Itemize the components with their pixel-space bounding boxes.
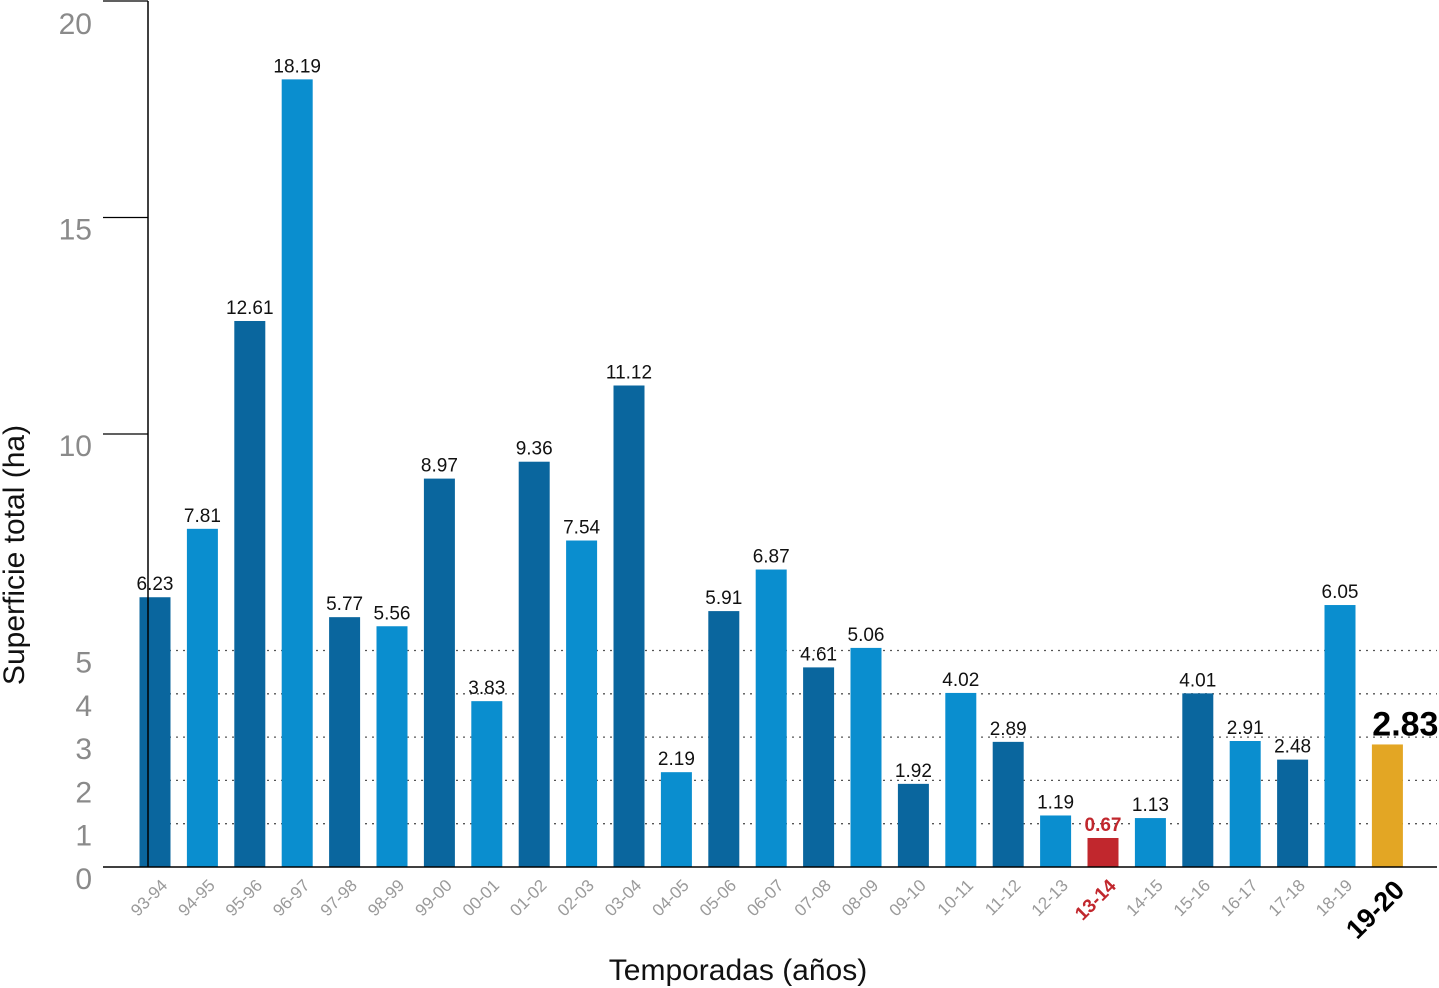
value-label: 4.61: [800, 644, 837, 665]
value-label: 7.54: [563, 518, 600, 539]
x-tick-label: 07-08: [791, 876, 835, 920]
y-tick-label: 2: [75, 776, 92, 809]
x-tick-label: 93-94: [127, 876, 171, 920]
x-tick-label: 97-98: [317, 876, 361, 920]
y-tick-label: 3: [75, 733, 92, 766]
value-label: 3.83: [468, 678, 505, 699]
value-label: 6.05: [1322, 582, 1359, 603]
value-labels: 6.23 7.81 12.61 18.19 5.77 5.56 8.97 3.83 9.36 7.…: [137, 56, 1439, 836]
y-axis-title: Superficie total (ha): [0, 425, 31, 685]
y-tick-label: 0: [75, 863, 92, 896]
reference-lines: [148, 649, 1437, 825]
bar: [1040, 815, 1072, 867]
x-tick-label: 00-01: [459, 876, 503, 920]
value-label: 6.23: [137, 574, 174, 595]
bar: [186, 528, 218, 867]
value-label: 2.89: [990, 719, 1027, 740]
value-label: 11.12: [606, 363, 652, 384]
value-label: 2.91: [1227, 718, 1264, 739]
y-tick-label: 5: [75, 647, 92, 680]
value-label: 2.83: [1372, 705, 1438, 743]
value-label: 9.36: [516, 439, 553, 460]
bar: [1087, 837, 1119, 867]
y-tick-label: 1: [75, 820, 92, 853]
bar: [850, 647, 882, 867]
y-tick-label: 20: [59, 8, 92, 41]
x-tick-label: 01-02: [506, 876, 550, 920]
bar: [708, 611, 740, 867]
x-tick-label: 98-99: [364, 876, 408, 920]
bar: [613, 385, 645, 867]
bar: [139, 597, 171, 867]
bar: [1134, 818, 1166, 867]
y-tick-label: 10: [59, 430, 92, 463]
bar: [566, 540, 598, 867]
x-tick-label: 02-03: [554, 876, 598, 920]
bar: [471, 701, 503, 867]
x-tick-label: 12-13: [1028, 876, 1072, 920]
value-label: 18.19: [273, 56, 321, 77]
value-label: 4.01: [1179, 670, 1216, 691]
value-label: 5.77: [326, 594, 363, 615]
bar: [1182, 693, 1214, 867]
x-tick-label: 11-12: [981, 876, 1024, 919]
x-tick-label: 10-11: [934, 876, 977, 919]
bar: [992, 741, 1024, 867]
bar: [945, 692, 977, 867]
bar: [234, 320, 266, 867]
value-label: 7.81: [184, 506, 221, 527]
bar: [1229, 740, 1261, 867]
bar: [755, 569, 787, 867]
bar: [518, 461, 550, 867]
x-tick-label: 94-95: [175, 876, 219, 920]
value-label: 5.56: [374, 603, 411, 624]
value-label: 2.19: [658, 749, 695, 770]
value-label: 1.19: [1037, 792, 1074, 813]
x-tick-label: 99-00: [412, 876, 456, 920]
x-tick-label: 15-16: [1170, 876, 1214, 920]
x-tick-label: 08-09: [838, 876, 882, 920]
value-label: 5.91: [705, 588, 742, 609]
y-tick-label: 15: [59, 214, 92, 247]
bar: [803, 667, 835, 867]
x-tick-label: 16-17: [1217, 876, 1261, 920]
bar: [897, 783, 929, 867]
x-tick-label: 06-07: [743, 876, 787, 920]
x-axis: 93-94 94-95 95-96 96-97 97-98 98-99 99-00 00-01…: [103, 866, 1437, 945]
bar: [1324, 605, 1356, 867]
bars: [139, 79, 1403, 868]
value-label: 8.97: [421, 456, 458, 477]
value-label: 6.87: [753, 547, 790, 568]
bar: [376, 626, 408, 867]
x-tick-label: 03-04: [601, 876, 645, 920]
y-tick-label: 4: [75, 690, 92, 723]
value-label: 0.67: [1085, 815, 1122, 836]
value-label: 4.02: [942, 670, 979, 691]
x-tick-label: 17-18: [1265, 876, 1309, 920]
x-tick-label: 14-15: [1123, 876, 1167, 920]
x-tick-label: 13-14: [1071, 875, 1121, 925]
value-label: 1.92: [895, 761, 932, 782]
bar: [423, 478, 455, 867]
bar: [1277, 759, 1309, 867]
bar: [1371, 744, 1403, 867]
value-label: 5.06: [848, 625, 885, 646]
x-tick-label: 09-10: [886, 876, 930, 920]
y-axis: 0 1 2 3 4 5 10 15 20: [59, 0, 149, 896]
x-axis-title: Temporadas (años): [609, 954, 867, 987]
x-tick-label: 96-97: [269, 876, 313, 920]
bar: [329, 617, 361, 867]
value-label: 12.61: [226, 298, 274, 319]
x-tick-label: 95-96: [222, 876, 266, 920]
x-tick-label: 05-06: [696, 876, 740, 920]
x-tick-label: 04-05: [649, 876, 693, 920]
value-label: 1.13: [1132, 795, 1169, 816]
bar: [660, 772, 692, 867]
value-label: 2.48: [1274, 737, 1311, 758]
bar: [281, 79, 313, 868]
